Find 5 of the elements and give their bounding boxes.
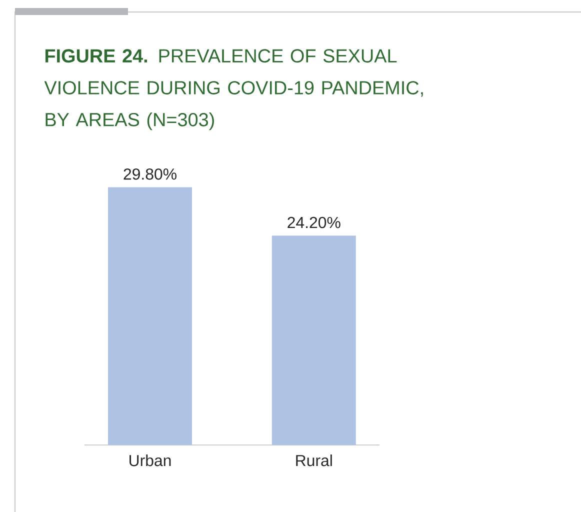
x-tick-label: Urban: [130, 454, 171, 466]
chart-title: FIGURE 24. PREVALENCE OF SEXUAL VIOLENCE DURING COVID-19 PANDEMIC, BY AREAS (N=303): [44, 49, 423, 130]
data-label: 24.20%: [288, 216, 340, 228]
data-label: 29.80%: [124, 168, 176, 180]
x-tick-label: Rural: [296, 454, 332, 466]
